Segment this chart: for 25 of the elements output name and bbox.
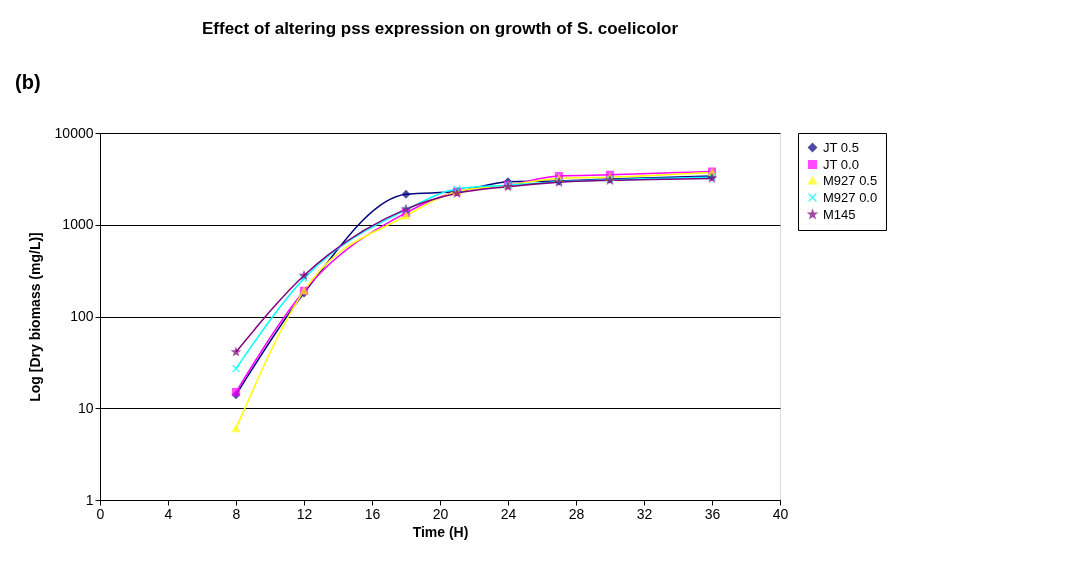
y-tick-label: 100 [70,308,94,324]
x-tick-label: 24 [500,505,517,522]
x-tick-label: 20 [432,505,449,522]
y-axis-title: Log [Dry biomass (mg/L)] [26,232,43,402]
y-tick-label: 1000 [62,216,94,233]
x-tick-label: 40 [772,505,789,522]
legend-label: JT 0.5 [823,139,859,155]
x-tick-label: 32 [636,505,653,522]
legend-label: M927 0.0 [823,189,878,205]
x-tick-label: 36 [704,505,721,522]
legend-label: M145 [823,206,856,222]
chart-title: Effect of altering pss expression on growth of S. coelicolor [201,19,679,38]
x-tick-label: 0 [96,505,105,522]
x-tick-label: 12 [296,505,313,522]
x-tick-label: 4 [164,505,173,522]
x-tick-label: 16 [364,505,381,522]
legend-label: M927 0.5 [823,172,878,188]
x-axis-title: Time (H) [412,523,469,540]
y-tick-label: 10000 [54,124,94,141]
x-tick-label: 28 [568,505,585,522]
y-tick-label: 1 [85,491,94,508]
legend-label: JT 0.0 [823,156,859,172]
y-tick-label: 10 [77,399,94,416]
text: (b) [15,71,41,93]
x-tick-label: 8 [232,505,241,522]
